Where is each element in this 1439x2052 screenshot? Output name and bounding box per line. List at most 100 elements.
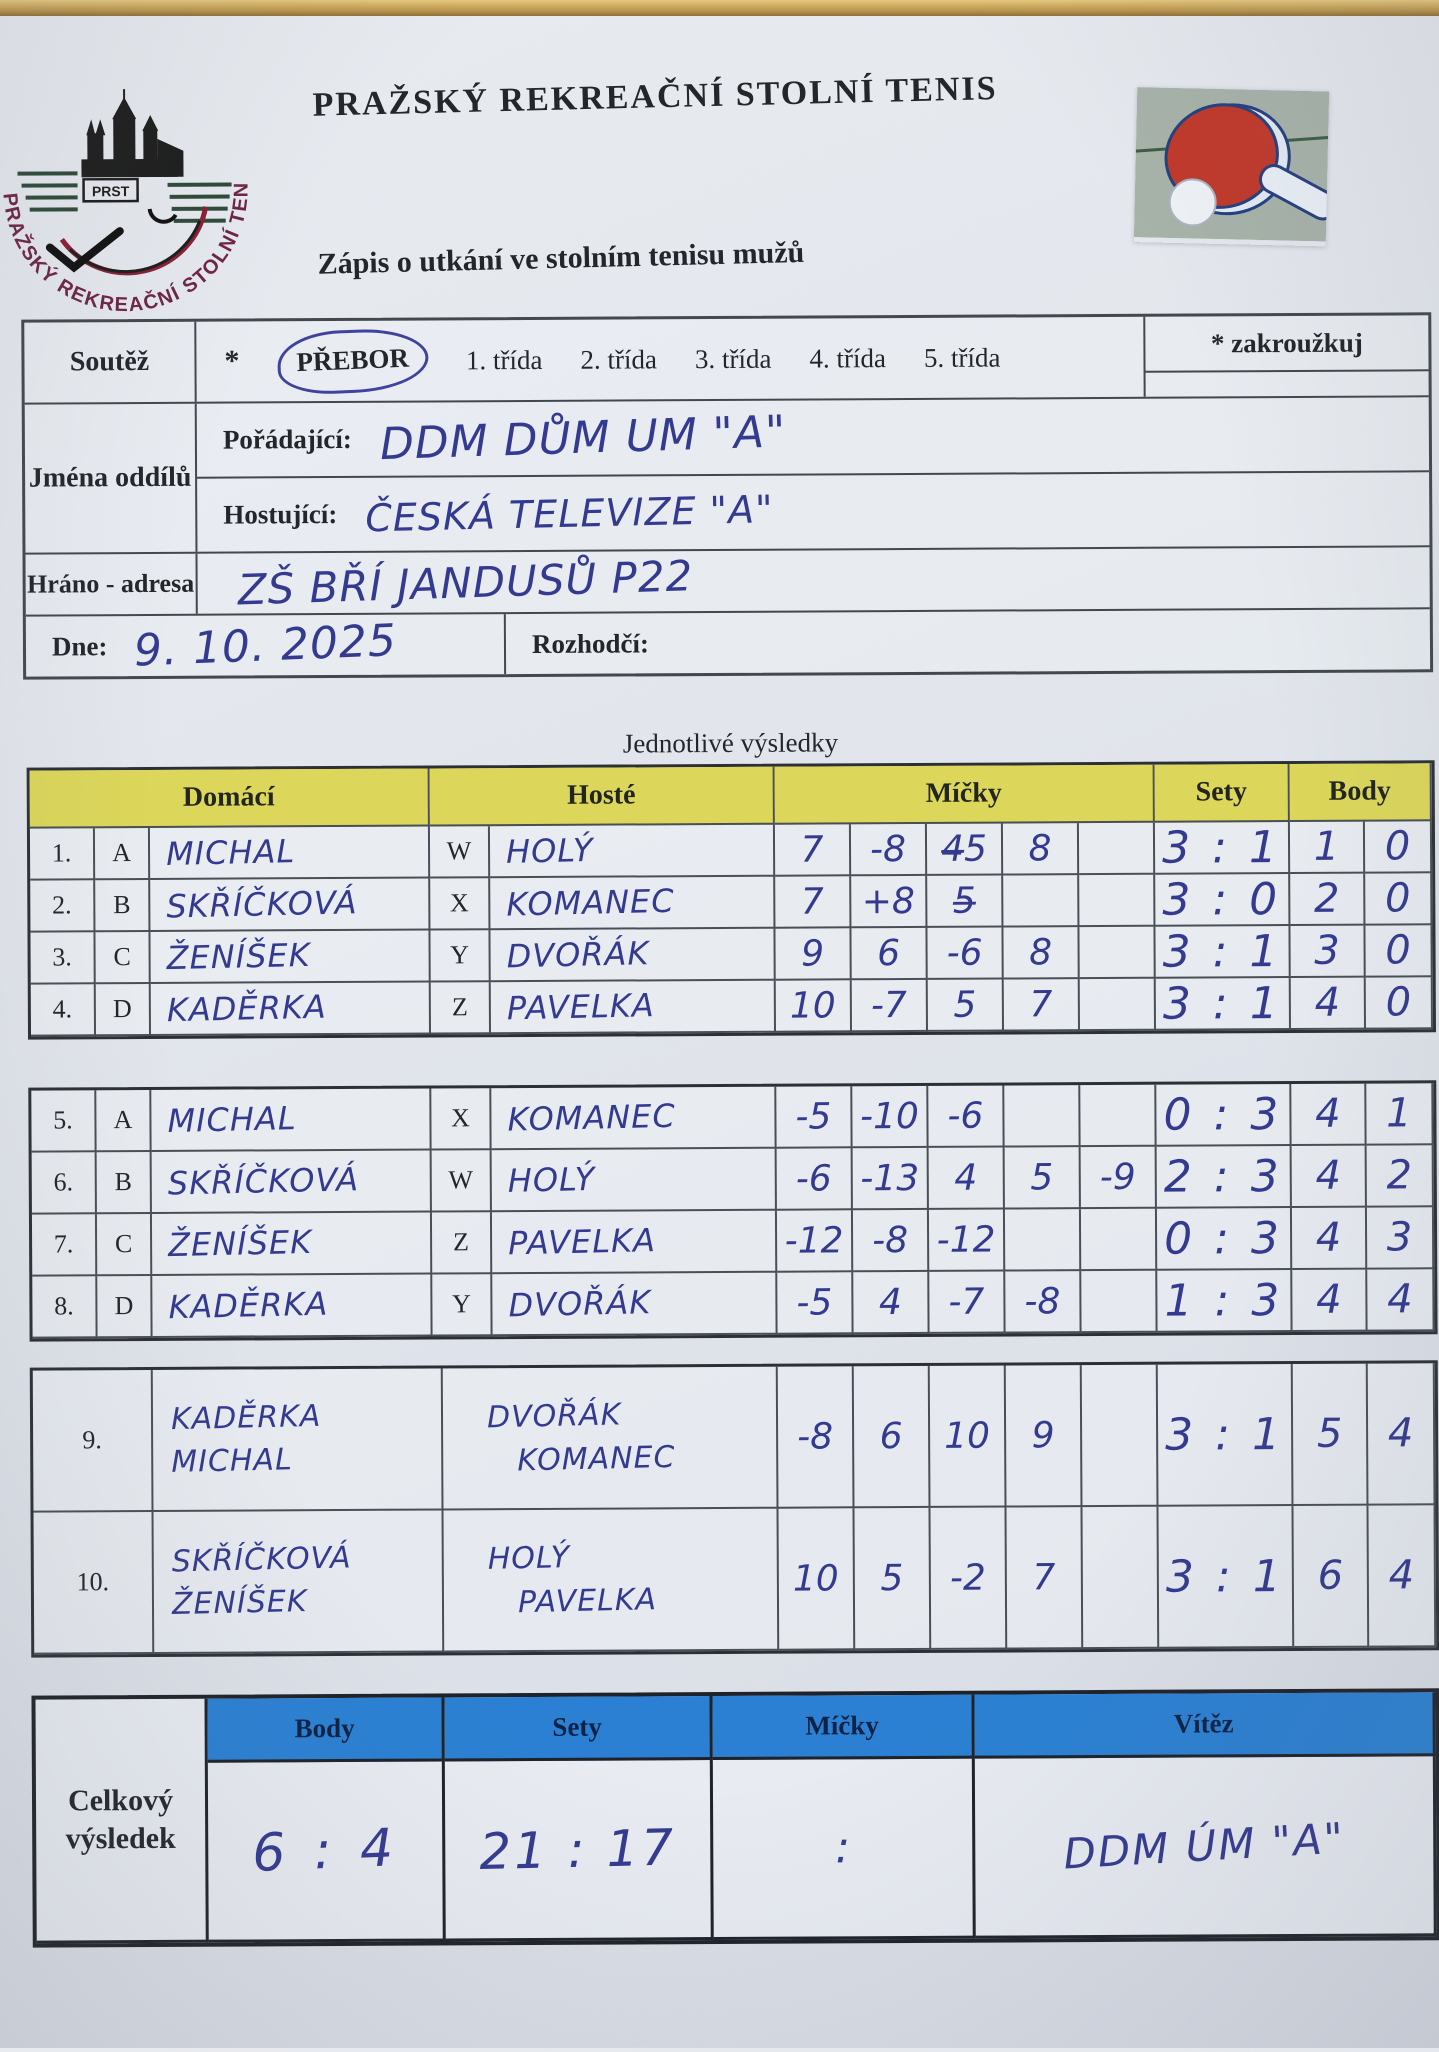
col-header-points: Body bbox=[1289, 763, 1432, 823]
home-doubles-pair: SKŘÍČKOVÁ ŽENÍŠEK bbox=[153, 1510, 445, 1654]
game-score bbox=[1079, 926, 1156, 980]
game-score: 10 bbox=[778, 1508, 856, 1651]
col-header-sets: Sety bbox=[1154, 764, 1290, 823]
game-score bbox=[1080, 1208, 1158, 1272]
ball-icon bbox=[1168, 178, 1217, 227]
match-number: 6. bbox=[31, 1152, 97, 1215]
match-number: 5. bbox=[31, 1090, 97, 1153]
game-score: 7 bbox=[775, 876, 852, 929]
competition-row: Soutěž * PŘEBOR 1. třída 2. třída 3. tří… bbox=[24, 315, 1429, 405]
guest-player-key: Z bbox=[430, 982, 492, 1035]
date-label: Dne: bbox=[51, 630, 108, 661]
game-score bbox=[1082, 1506, 1160, 1650]
match-number: 8. bbox=[32, 1276, 98, 1339]
circle-note-cell: * zakroužkuj bbox=[1143, 315, 1429, 397]
guest-player-key: Y bbox=[432, 1274, 493, 1337]
home-player-name: ŽENÍŠEK bbox=[150, 930, 431, 984]
game-score: 6 bbox=[853, 1365, 931, 1509]
home-player-key: C bbox=[96, 1213, 153, 1277]
competition-label: Soutěž bbox=[24, 321, 197, 403]
game-score: 5 bbox=[854, 1507, 932, 1651]
date-row: Dne: 9. 10. 2025 Rozhodčí: bbox=[25, 609, 1430, 677]
home-team-row: Pořádající: DDM DŮM UM "A" bbox=[196, 397, 1430, 479]
sets-score: 3 : 1 bbox=[1154, 822, 1291, 875]
game-score: -5 bbox=[776, 1086, 853, 1149]
game-score: 7 bbox=[1003, 979, 1081, 1032]
game-score: -2 bbox=[930, 1507, 1008, 1650]
summary-col-winner: Vítěz bbox=[974, 1692, 1436, 1759]
points-home: 3 bbox=[1290, 925, 1366, 979]
game-score: 7 bbox=[774, 824, 852, 877]
division-option-1: 1. třída bbox=[465, 344, 543, 375]
game-score: -8 bbox=[852, 1209, 930, 1273]
game-score: 4̶5 bbox=[926, 823, 1004, 876]
summary-balls-value: : bbox=[712, 1758, 976, 1941]
points-guest: 0 bbox=[1365, 873, 1433, 926]
col-header-home: Domácí bbox=[29, 768, 430, 829]
home-team-name: DDM DŮM UM "A" bbox=[379, 406, 788, 471]
club-logo: PRST PRAŽSKÝ REKREAČNÍ STOLNÍ TENIS bbox=[0, 53, 255, 326]
points-home: 1 bbox=[1289, 821, 1366, 875]
guest-team-label: Hostující: bbox=[223, 498, 338, 530]
game-score: 5̶ bbox=[927, 875, 1004, 928]
venue-label: Hráno - adresa bbox=[25, 553, 198, 615]
home-player-key: B bbox=[95, 879, 151, 933]
match-info-table: Soutěž * PŘEBOR 1. třída 2. třída 3. tří… bbox=[21, 312, 1434, 680]
points-home: 4 bbox=[1291, 1145, 1367, 1209]
game-score: -8 bbox=[1005, 1271, 1082, 1334]
game-score: 8 bbox=[1003, 927, 1080, 980]
circle-note: * zakroužkuj bbox=[1145, 315, 1429, 373]
game-score: 9 bbox=[1005, 1365, 1083, 1508]
game-score: 5 bbox=[927, 979, 1005, 1032]
points-guest: 1 bbox=[1366, 1083, 1434, 1146]
sets-score: 3 : 0 bbox=[1155, 874, 1291, 927]
asterisk: * bbox=[224, 344, 240, 378]
points-home: 6 bbox=[1293, 1505, 1370, 1648]
guest-doubles-pair: DVOŘÁK KOMANEC bbox=[442, 1366, 779, 1511]
points-guest: 2 bbox=[1366, 1145, 1434, 1208]
home-doubles-pair: KADĚRKA MICHAL bbox=[152, 1368, 444, 1512]
referee-label: Rozhodčí: bbox=[531, 627, 650, 659]
game-score: -8 bbox=[777, 1366, 855, 1509]
home-player-name: SKŘÍČKOVÁ bbox=[151, 1150, 432, 1214]
sets-score: 3 : 1 bbox=[1155, 926, 1291, 979]
home-player-key: A bbox=[96, 1089, 152, 1153]
sets-score: 3 : 1 bbox=[1155, 978, 1291, 1031]
results-table-round1: Domácí Hosté Míčky Sety Body 1. A MICHAL… bbox=[26, 760, 1437, 1040]
division-prebor-circled: PŘEBOR bbox=[276, 326, 430, 396]
points-home: 4 bbox=[1292, 1269, 1368, 1333]
guest-player-name: PAVELKA bbox=[491, 1210, 778, 1275]
guest-player-key: X bbox=[431, 1088, 492, 1151]
results-table-round2: 5. A MICHAL X KOMANEC -5 -10 -6 0 : 3 4 … bbox=[28, 1080, 1438, 1342]
sets-score: 2 : 3 bbox=[1156, 1146, 1292, 1209]
date-value: 9. 10. 2025 bbox=[132, 614, 398, 677]
game-score: -7 bbox=[929, 1271, 1006, 1334]
division-option-4: 4. třída bbox=[809, 342, 887, 374]
summary-sets-value: 21 : 17 bbox=[444, 1760, 714, 1942]
points-guest: 0 bbox=[1365, 977, 1433, 1030]
guest-player-key: Z bbox=[431, 1212, 493, 1275]
results-table-doubles: 9. KADĚRKA MICHAL DVOŘÁK KOMANEC -8 6 10… bbox=[29, 1360, 1439, 1658]
game-score bbox=[1078, 822, 1156, 876]
guest-player-name: HOLÝ bbox=[491, 1148, 777, 1213]
sets-score: 0 : 3 bbox=[1156, 1208, 1293, 1271]
points-guest: 3 bbox=[1366, 1207, 1435, 1270]
points-home: 5 bbox=[1292, 1363, 1369, 1507]
match-number: 9. bbox=[32, 1369, 154, 1513]
game-score: 4 bbox=[928, 1147, 1005, 1210]
game-score: -13 bbox=[852, 1147, 929, 1211]
summary-winner-value: DDM ÚM "A" bbox=[974, 1756, 1437, 1939]
summary-col-sets: Sety bbox=[444, 1696, 713, 1762]
summary-col-balls: Míčky bbox=[712, 1694, 975, 1761]
game-score bbox=[1080, 1084, 1157, 1148]
game-score: -10 bbox=[852, 1085, 929, 1149]
game-score: -12 bbox=[776, 1210, 854, 1273]
division-option-5: 5. třída bbox=[923, 342, 1001, 373]
guest-team-row: Hostující: ČESKÁ TELEVIZE "A" bbox=[197, 472, 1429, 551]
game-score: 5 bbox=[1004, 1147, 1081, 1210]
paper-sheet: PRST PRAŽSKÝ REKREAČNÍ STOLNÍ TENIS PRAŽ… bbox=[0, 12, 1439, 2052]
home-player-key: C bbox=[95, 931, 151, 985]
division-option-3: 3. třída bbox=[694, 343, 772, 374]
game-score: -6 bbox=[927, 927, 1004, 980]
match-number: 10. bbox=[33, 1511, 155, 1655]
